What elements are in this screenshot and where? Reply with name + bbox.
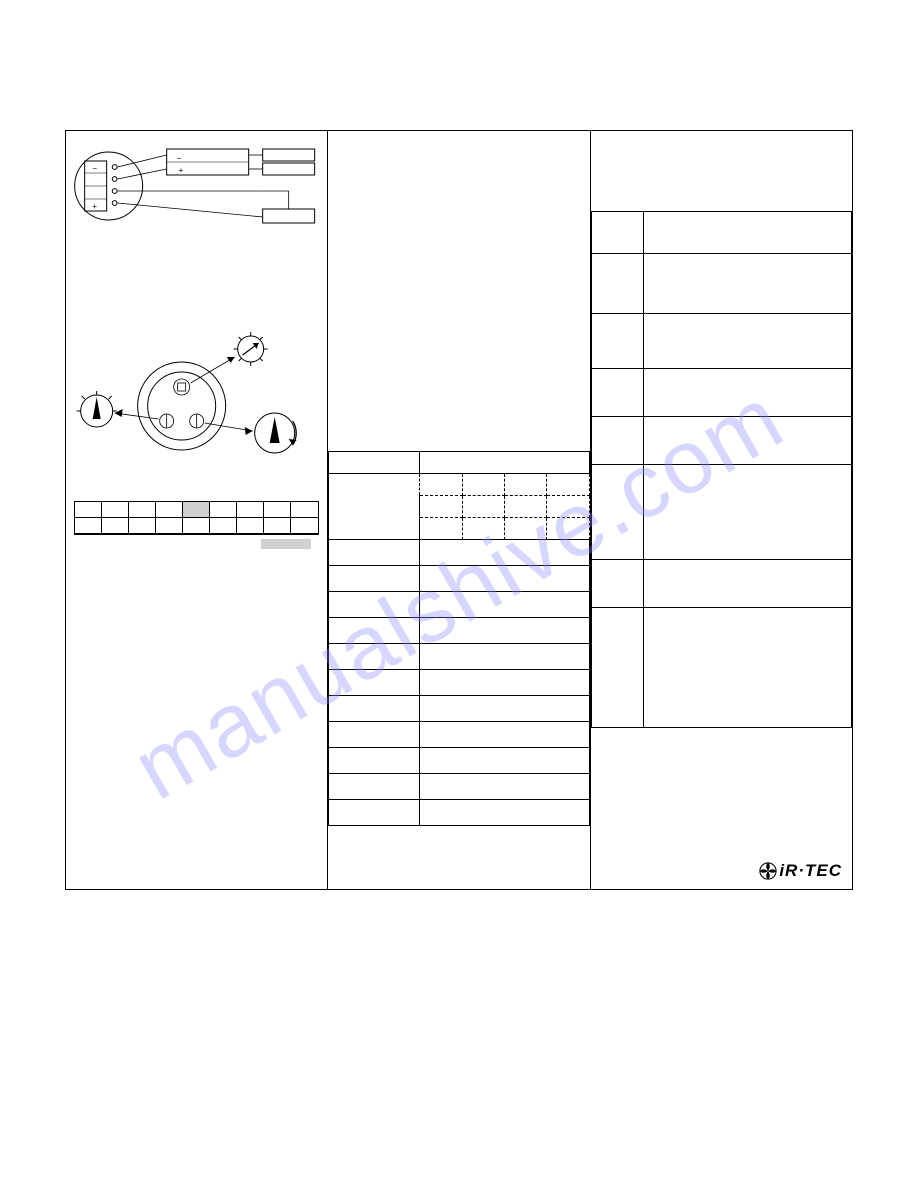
table-cell: [462, 496, 504, 518]
table-cell: [420, 748, 589, 774]
table-cell: [329, 592, 420, 618]
table-cell: [643, 254, 851, 314]
table-cell: [420, 540, 589, 566]
table-cell: [420, 774, 589, 800]
column-3: iR·TEC: [591, 131, 852, 889]
table-cell: [420, 722, 589, 748]
table-cell: [420, 566, 589, 592]
table-cell: [329, 566, 420, 592]
grid-cell: [102, 518, 129, 534]
grid-cell-shaded: [183, 502, 210, 518]
table-cell: [329, 696, 420, 722]
table-cell: [643, 417, 851, 465]
table-cell: [329, 774, 420, 800]
table-cell: [420, 644, 589, 670]
table-cell: [505, 518, 547, 540]
table-cell: [420, 800, 589, 826]
table-cell: [420, 452, 589, 474]
table-cell: [462, 474, 504, 496]
grid-cell: [291, 502, 318, 518]
page-frame: − + − +: [65, 130, 853, 890]
table-cell: [591, 417, 643, 465]
grid-cell: [264, 502, 291, 518]
grid-cell: [210, 518, 237, 534]
spec-table-header: [328, 451, 589, 540]
settings-grid: [74, 501, 319, 535]
grid-cell: [237, 502, 264, 518]
brand-logo: iR·TEC: [759, 861, 842, 881]
table-cell: [643, 560, 851, 608]
table-cell: [643, 608, 851, 728]
table-cell: [329, 452, 420, 474]
table-cell: [643, 212, 851, 254]
grid-cell: [183, 518, 210, 534]
table-cell: [329, 618, 420, 644]
table-cell: [591, 369, 643, 417]
table-cell: [643, 465, 851, 560]
svg-text:+: +: [92, 202, 97, 211]
table-cell: [329, 540, 420, 566]
column-2: [328, 131, 590, 889]
table-cell: [505, 474, 547, 496]
table-cell: [420, 518, 462, 540]
svg-text:+: +: [179, 166, 184, 175]
table-cell: [420, 592, 589, 618]
table-cell: [643, 369, 851, 417]
table-cell: [547, 518, 589, 540]
grid-cell: [237, 518, 264, 534]
grid-cell: [75, 502, 102, 518]
table-cell: [329, 722, 420, 748]
grid-cell: [129, 518, 156, 534]
table-cell: [420, 618, 589, 644]
table-cell: [591, 608, 643, 728]
table-cell: [591, 465, 643, 560]
grid-cell: [129, 502, 156, 518]
table-cell: [420, 696, 589, 722]
table-cell: [591, 212, 643, 254]
table-cell: [329, 670, 420, 696]
table-cell: [547, 496, 589, 518]
table-cell: [591, 254, 643, 314]
grid-cell: [291, 518, 318, 534]
table-cell: [591, 314, 643, 369]
table-cell: [329, 644, 420, 670]
table-cell: [420, 670, 589, 696]
fan-icon: [759, 862, 777, 880]
table-cell: [420, 496, 462, 518]
grid-cell: [156, 518, 183, 534]
table-cell: [329, 474, 420, 540]
table-cell: [591, 560, 643, 608]
table-cell: [329, 748, 420, 774]
knobs-svg: [66, 321, 327, 491]
table-cell: [462, 518, 504, 540]
col2-top-spacer: [328, 131, 589, 451]
grid-cell: [264, 518, 291, 534]
col3-top-spacer: [591, 131, 852, 211]
column-1: − + − +: [66, 131, 328, 889]
wiring-diagram: − + − +: [66, 131, 327, 261]
troubleshoot-table: [591, 211, 852, 728]
grid-cell: [210, 502, 237, 518]
table-cell: [643, 314, 851, 369]
spec-table-body: [328, 539, 589, 826]
brand-text: iR·TEC: [779, 861, 842, 881]
svg-text:−: −: [92, 164, 97, 173]
svg-text:−: −: [177, 154, 182, 163]
table-cell: [329, 800, 420, 826]
grid-cell: [156, 502, 183, 518]
table-cell: [547, 474, 589, 496]
grid-cell: [75, 518, 102, 534]
table-cell: [505, 496, 547, 518]
default-indicator-bar: [261, 539, 311, 549]
wiring-svg: − + − +: [66, 131, 327, 261]
grid-cell: [102, 502, 129, 518]
table-cell: [420, 474, 462, 496]
knobs-diagram: [66, 321, 327, 491]
